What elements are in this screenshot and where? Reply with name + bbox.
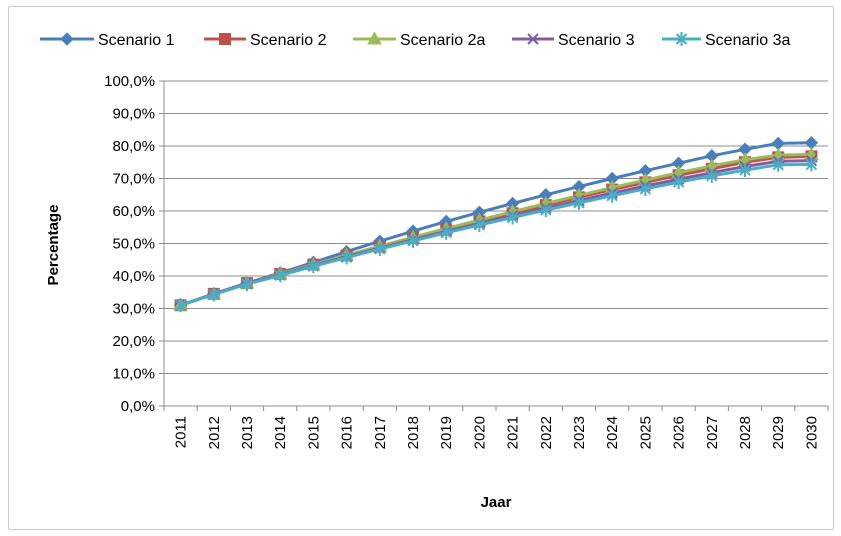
legend-label: Scenario 2 — [250, 32, 327, 49]
x-axis: 2011 2012 2013 2014 2015 2016 2017 2018 2019 2020… — [163, 405, 829, 449]
x-tick-label: 2030 — [803, 416, 820, 449]
data-point — [540, 203, 552, 218]
data-point — [639, 181, 652, 196]
x-tick-label: 2023 — [571, 416, 588, 449]
legend-label: Scenario 1 — [98, 32, 175, 49]
x-tick-label: 2026 — [671, 416, 688, 449]
data-point — [739, 163, 751, 178]
legend-item: Scenario 1 — [40, 32, 175, 49]
data-point — [219, 33, 231, 45]
y-tick-label: 100,0% — [104, 73, 155, 90]
legend-label: Scenario 3 — [558, 32, 635, 49]
x-tick-label: 2014 — [272, 416, 289, 449]
y-tick-label: 70,0% — [112, 171, 155, 188]
data-point — [174, 298, 187, 313]
series-scenario-3a — [174, 157, 818, 313]
data-point — [706, 168, 718, 183]
data-point — [675, 32, 688, 46]
legend-item: Scenario 2 — [204, 32, 327, 49]
data-point — [241, 277, 253, 292]
x-tick-label: 2020 — [471, 416, 488, 449]
data-point — [440, 225, 452, 240]
y-tick-label: 10,0% — [112, 366, 155, 383]
data-point — [274, 268, 286, 283]
x-tick-label: 2016 — [339, 416, 356, 449]
x-tick-label: 2019 — [438, 416, 455, 449]
gridlines — [164, 80, 828, 374]
x-axis-title: Jaar — [481, 494, 512, 511]
data-point — [60, 32, 74, 46]
x-tick-label: 2024 — [604, 416, 621, 449]
series-line — [180, 159, 812, 307]
legend-item: Scenario 3a — [662, 32, 790, 49]
legend-label: Scenario 2a — [400, 32, 485, 49]
data-point — [473, 217, 486, 232]
x-tick-label: 2025 — [637, 416, 654, 449]
data-point — [208, 287, 220, 302]
data-point — [367, 31, 382, 45]
data-point — [407, 233, 419, 248]
y-axis: 0,0% 10,0% 20,0% 30,0% 40,0% 50,0% 60,0% 70,0% 8… — [104, 73, 165, 415]
x-tick-label: 2017 — [372, 416, 389, 449]
data-point — [506, 210, 519, 225]
y-tick-label: 50,0% — [112, 236, 155, 253]
data-point — [527, 33, 539, 45]
x-tick-label: 2015 — [305, 416, 322, 449]
y-tick-label: 30,0% — [112, 301, 155, 318]
y-axis-title: Percentage — [45, 205, 62, 286]
legend: Scenario 1 Scenario 2 Scenario 2a Scenario … — [40, 31, 790, 49]
y-tick-label: 90,0% — [112, 106, 155, 123]
x-tick-label: 2021 — [505, 416, 522, 449]
data-point — [772, 157, 784, 172]
x-tick-label: 2013 — [239, 416, 256, 449]
x-tick-label: 2011 — [173, 416, 190, 448]
data-point — [307, 259, 320, 274]
data-point — [374, 242, 386, 257]
legend-label: Scenario 3a — [705, 32, 790, 49]
data-point — [340, 250, 353, 265]
data-point — [606, 188, 618, 203]
x-tick-label: 2012 — [206, 416, 223, 449]
chart-frame — [8, 6, 834, 530]
legend-item: Scenario 3 — [512, 32, 635, 49]
y-tick-label: 80,0% — [112, 138, 155, 155]
y-tick-label: 0,0% — [121, 398, 155, 415]
data-point — [805, 157, 818, 172]
x-tick-label: 2029 — [770, 416, 787, 449]
y-tick-label: 40,0% — [112, 268, 155, 285]
x-tick-label: 2027 — [704, 416, 721, 449]
legend-item: Scenario 2a — [353, 31, 485, 49]
series-layer — [173, 136, 819, 313]
x-tick-label: 2028 — [737, 416, 754, 449]
x-tick-label: 2018 — [405, 416, 422, 449]
series-line — [180, 163, 812, 307]
y-tick-label: 60,0% — [112, 203, 155, 220]
data-point — [573, 195, 585, 210]
x-tick-label: 2022 — [538, 416, 555, 449]
data-point — [672, 175, 685, 190]
y-tick-label: 20,0% — [112, 333, 155, 350]
